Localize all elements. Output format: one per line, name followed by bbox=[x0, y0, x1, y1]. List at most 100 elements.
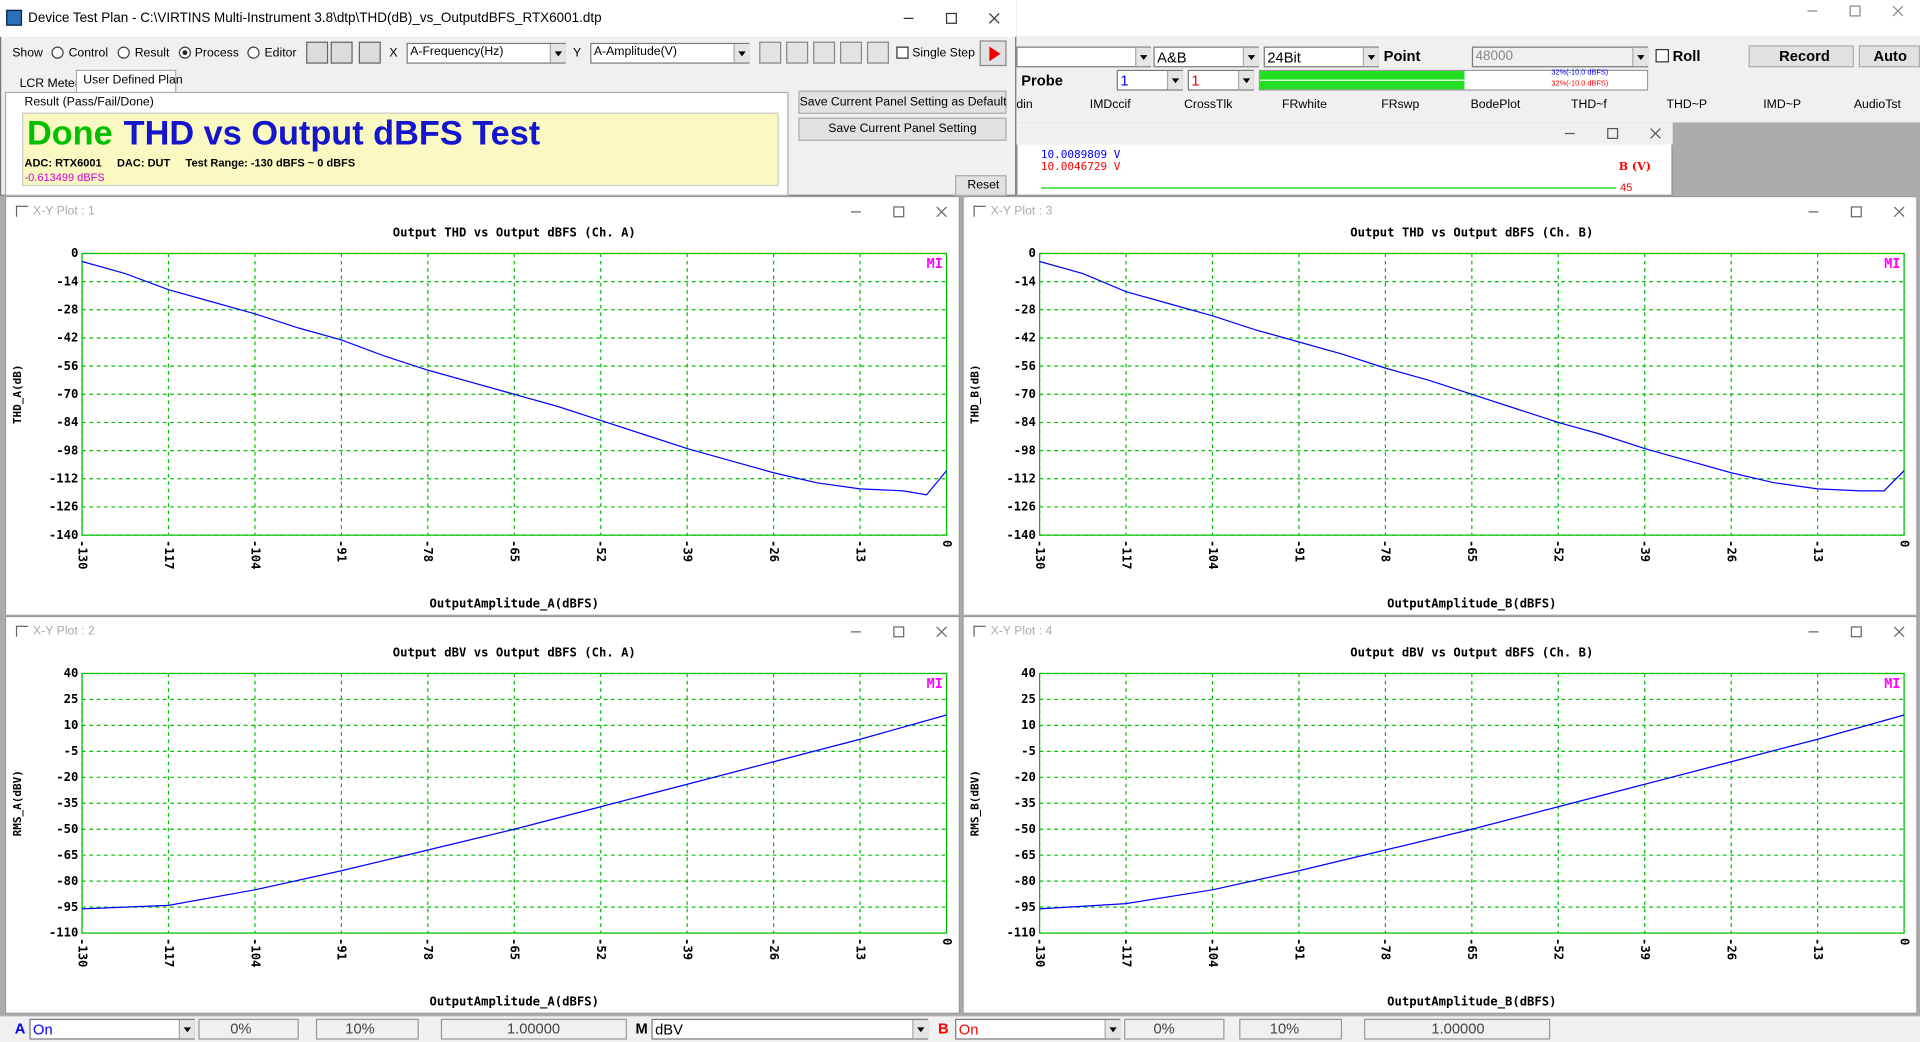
run-button[interactable] bbox=[979, 40, 1007, 67]
panel-button[interactable]: Save Current Panel Setting as Default bbox=[798, 90, 1007, 114]
function-tab[interactable]: AudioTst bbox=[1853, 97, 1901, 112]
channel-combo[interactable] bbox=[1016, 46, 1152, 68]
x-tick-label: -39 bbox=[681, 540, 695, 562]
radio-button[interactable] bbox=[51, 46, 64, 59]
window-buttons[interactable] bbox=[1801, 203, 1911, 220]
x-tick-label: -104 bbox=[1206, 540, 1220, 569]
reset-label[interactable]: Reset bbox=[967, 178, 1000, 193]
probe-b-combo[interactable]: 1 bbox=[1187, 69, 1254, 91]
radio-label[interactable]: Process bbox=[194, 46, 239, 60]
tab[interactable]: LCR Meter bbox=[19, 77, 79, 91]
x-tick-label: -65 bbox=[508, 540, 522, 562]
arrow-glyph bbox=[1247, 54, 1256, 60]
function-tab[interactable]: BodePlot bbox=[1470, 97, 1521, 112]
window-buttons[interactable] bbox=[844, 203, 954, 220]
spin-box[interactable] bbox=[1364, 1018, 1551, 1040]
x-tick-label: -78 bbox=[1379, 540, 1393, 562]
function-tab[interactable]: IMDccif bbox=[1089, 97, 1131, 112]
toolbar-icon[interactable] bbox=[330, 41, 353, 64]
single-step-checkbox[interactable] bbox=[896, 46, 909, 59]
y-select[interactable]: A-Amplitude(V) bbox=[590, 42, 750, 64]
bits-combo-text: 24Bit bbox=[1267, 48, 1301, 67]
channel-b-state[interactable]: On bbox=[955, 1018, 1121, 1040]
spin-box[interactable] bbox=[1124, 1018, 1225, 1040]
run-glyph bbox=[989, 46, 1001, 62]
dropdown-arrow[interactable] bbox=[1104, 1020, 1121, 1039]
toolbar-icon[interactable] bbox=[786, 41, 809, 64]
channel-a-state[interactable]: On bbox=[29, 1018, 195, 1040]
show-label: Show bbox=[12, 46, 43, 60]
spin-box[interactable] bbox=[1239, 1018, 1343, 1040]
math-unit[interactable]: dBV bbox=[651, 1018, 929, 1040]
window-buttons[interactable] bbox=[896, 10, 1006, 27]
radio-button[interactable] bbox=[117, 46, 130, 59]
function-tab[interactable]: din bbox=[1016, 97, 1033, 112]
radio-label[interactable]: Control bbox=[68, 46, 109, 60]
plot-window: X-Y Plot : 3 Output THD vs Output dBFS (C… bbox=[962, 195, 1918, 616]
bits-combo[interactable]: 24Bit bbox=[1263, 46, 1379, 68]
spin-box[interactable] bbox=[315, 1018, 419, 1040]
toolbar-icon[interactable] bbox=[813, 41, 836, 64]
auto-button[interactable] bbox=[1858, 45, 1920, 68]
window-buttons[interactable] bbox=[1800, 2, 1910, 19]
panel-button[interactable]: Save Current Panel Setting bbox=[798, 117, 1007, 141]
toolbar-icon[interactable] bbox=[866, 41, 889, 64]
function-tab[interactable]: THD~P bbox=[1666, 97, 1708, 112]
y-tick-label: -84 bbox=[56, 415, 78, 429]
tab[interactable]: User Defined Plan bbox=[83, 73, 183, 87]
test-details: ADC: RTX6001 DAC: DUT Test Range: -130 d… bbox=[24, 156, 356, 169]
radio-button[interactable] bbox=[247, 46, 260, 59]
dropdown-arrow[interactable] bbox=[1237, 71, 1254, 90]
function-tab[interactable]: FRwhite bbox=[1282, 97, 1327, 112]
function-tab[interactable]: FRswp bbox=[1381, 97, 1420, 112]
reset-button[interactable]: Reset bbox=[955, 175, 1007, 196]
window-buttons[interactable] bbox=[844, 623, 954, 640]
dropdown-arrow[interactable] bbox=[1135, 47, 1152, 67]
dropdown-arrow[interactable] bbox=[1166, 71, 1183, 90]
panel-button-label[interactable]: Save Current Panel Setting bbox=[828, 122, 977, 136]
roll-checkbox[interactable] bbox=[1655, 48, 1669, 63]
function-tab[interactable]: IMD~P bbox=[1763, 97, 1802, 112]
y-tick-label: -5 bbox=[64, 744, 79, 758]
test-level: -0.613499 dBFS bbox=[24, 171, 105, 184]
toolbar-icon[interactable] bbox=[306, 41, 329, 64]
panel-button-label[interactable]: Save Current Panel Setting as Default bbox=[799, 95, 1007, 109]
radio-label[interactable]: Result bbox=[134, 46, 170, 60]
toolbar-icon[interactable] bbox=[358, 41, 381, 64]
dropdown-arrow[interactable] bbox=[912, 1020, 929, 1039]
toolbar-icon[interactable] bbox=[759, 41, 782, 64]
window-buttons[interactable] bbox=[1801, 623, 1911, 640]
xy-plot: Output THD vs Output dBFS (Ch. A) 0 -14 -28… bbox=[11, 225, 954, 611]
dropdown-arrow[interactable] bbox=[178, 1020, 195, 1039]
y-tick-label: 0 bbox=[1029, 246, 1036, 260]
dropdown-arrow[interactable] bbox=[1362, 47, 1379, 67]
x-tick-label: -52 bbox=[1552, 938, 1566, 960]
y-tick-label: -50 bbox=[1014, 822, 1036, 836]
x-select[interactable]: A-Frequency(Hz) bbox=[406, 42, 566, 64]
toolbar-icon[interactable] bbox=[840, 41, 863, 64]
radio-button[interactable] bbox=[178, 46, 192, 59]
record-label[interactable]: Record bbox=[1779, 47, 1830, 65]
spin-box[interactable] bbox=[440, 1018, 627, 1040]
auto-label[interactable]: Auto bbox=[1873, 47, 1907, 65]
function-tab[interactable]: THD~f bbox=[1571, 97, 1607, 112]
dropdown-arrow[interactable] bbox=[549, 44, 566, 63]
dropdown-arrow[interactable] bbox=[733, 44, 750, 63]
arrow-glyph bbox=[1109, 1026, 1117, 1032]
point-combo[interactable]: 48000 bbox=[1471, 46, 1649, 68]
tab-active[interactable] bbox=[75, 69, 177, 94]
single-step-label[interactable]: Single Step bbox=[912, 46, 975, 60]
spin-box[interactable] bbox=[198, 1018, 299, 1040]
record-button[interactable] bbox=[1748, 45, 1854, 68]
y-tick-label: -140 bbox=[49, 528, 78, 542]
radio-label[interactable]: Editor bbox=[264, 46, 297, 60]
x-tick-label: -117 bbox=[162, 938, 176, 967]
probe-a-combo[interactable]: 1 bbox=[1116, 69, 1183, 91]
window-buttons[interactable] bbox=[1558, 125, 1668, 142]
channel-mode-combo[interactable]: A&B bbox=[1153, 46, 1259, 68]
function-tab[interactable]: CrossTlk bbox=[1184, 97, 1233, 112]
dropdown-arrow[interactable] bbox=[1632, 47, 1649, 67]
dropdown-arrow[interactable] bbox=[1242, 47, 1259, 67]
plot-border bbox=[1038, 252, 1905, 536]
